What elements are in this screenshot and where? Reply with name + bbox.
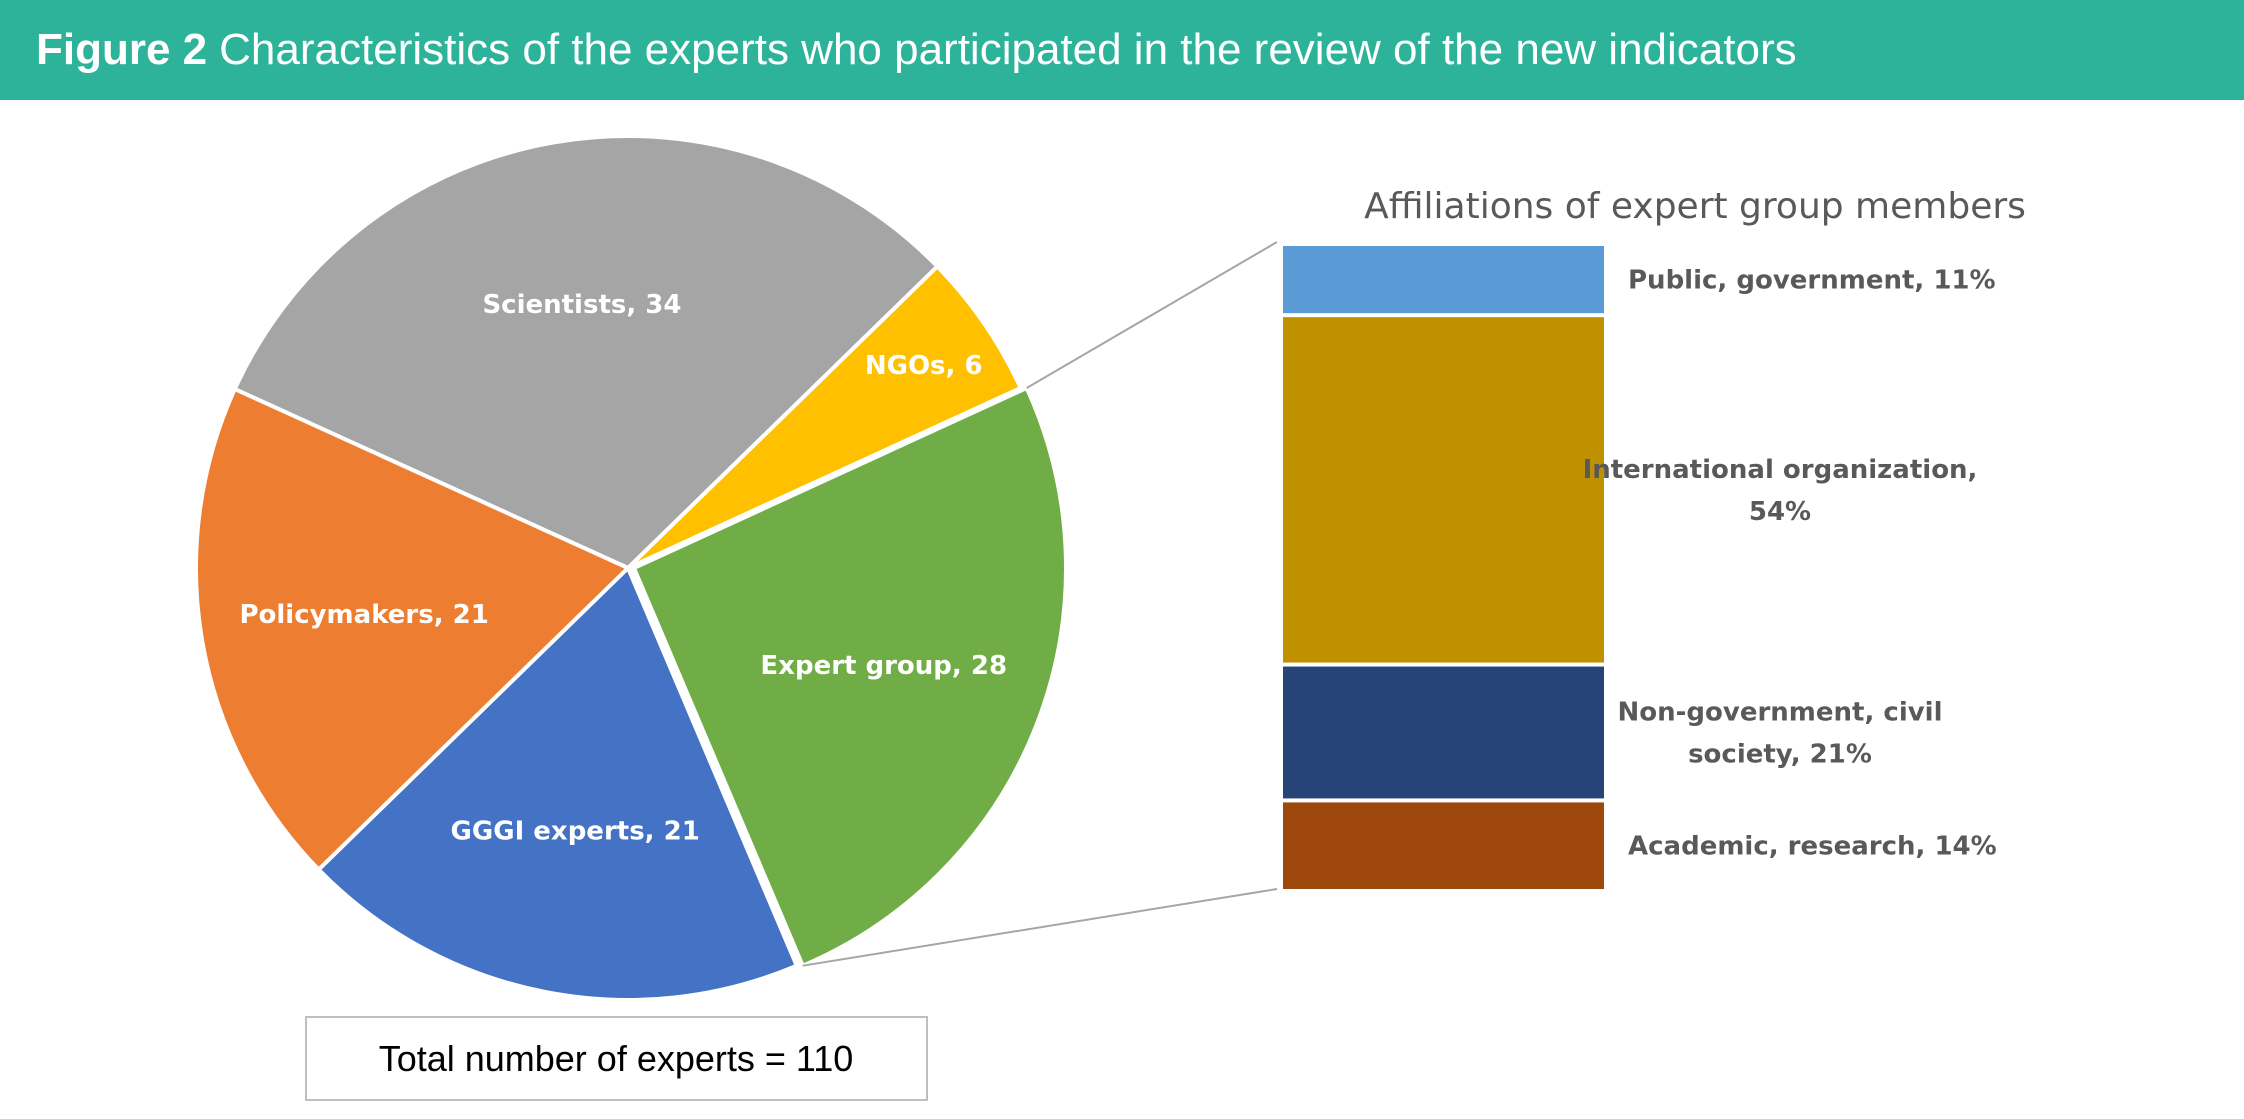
bar-label-international-organization: International organization, 54% <box>1583 455 1978 527</box>
bar-segment-public-government <box>1283 246 1604 314</box>
figure-title: Figure 2 Characteristics of the experts w… <box>36 0 1797 100</box>
total-box: Total number of experts = 110 <box>305 1016 928 1101</box>
bar-segment-academic-research <box>1283 802 1604 889</box>
bar-chart-title: Affiliations of expert group members <box>1364 186 2026 227</box>
figure-label: Figure 2 <box>36 25 208 74</box>
pie-label-expert-group: Expert group, 28 <box>760 651 1007 681</box>
stacked-bar-chart: Affiliations of expert group members Pub… <box>1283 186 2026 889</box>
connector-line-bottom <box>802 888 1278 967</box>
bar-segment-non-government-civil-society <box>1283 666 1604 799</box>
figure-title-text: Characteristics of the experts who parti… <box>219 25 1797 74</box>
bar-label-non-government-civil-society: Non-government, civil society, 21% <box>1618 697 1943 769</box>
bar-label-public-government: Public, government, 11% <box>1628 266 1996 296</box>
pie-slice-policymakers <box>194 386 632 873</box>
total-box-frame <box>305 1016 928 1101</box>
pie-label-ngos: NGOs, 6 <box>865 351 983 381</box>
bar-segment-international-organization <box>1283 317 1604 663</box>
pie-slice-gggi-experts <box>315 564 800 1002</box>
pie-label-scientists: Scientists, 34 <box>482 290 681 320</box>
total-experts-text: Total number of experts = 110 <box>379 1038 854 1079</box>
pie-label-policymakers: Policymakers, 21 <box>239 600 488 630</box>
pie-slice-scientists <box>232 134 941 571</box>
bar-label-academic-research: Academic, research, 14% <box>1628 832 1997 862</box>
pie-slice-ngos <box>626 263 1024 570</box>
connector-line-top <box>1026 241 1278 389</box>
figure-header: Figure 2 Characteristics of the experts w… <box>0 0 2244 100</box>
pie-label-gggi-experts: GGGI experts, 21 <box>451 817 700 847</box>
connector-lines <box>802 241 1278 967</box>
pie-slice-expert-group <box>631 385 1068 969</box>
pie-chart: Scientists, 34 NGOs, 6 Expert group, 28 GGG… <box>194 134 1068 1002</box>
